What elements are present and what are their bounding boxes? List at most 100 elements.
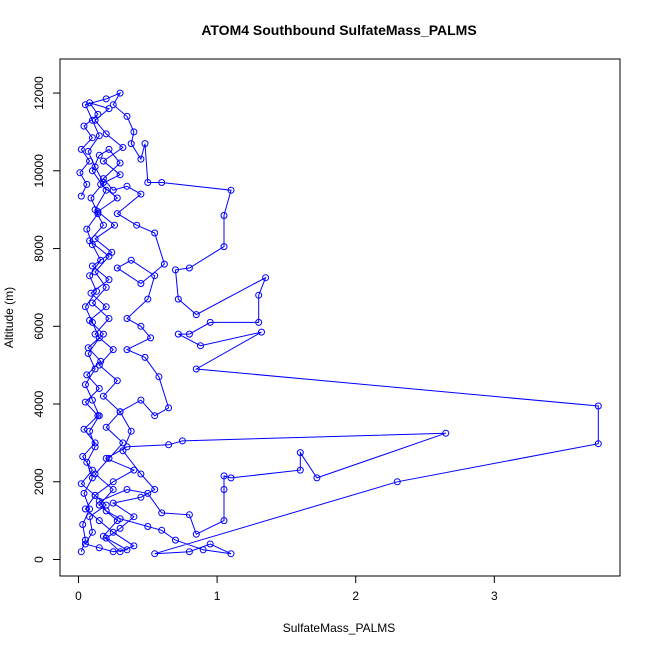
data-point: [155, 373, 163, 381]
data-point: [144, 523, 152, 530]
data-point: [76, 169, 84, 177]
y-axis-label: Altitude (m): [2, 287, 16, 348]
data-point: [95, 361, 103, 369]
data-point: [151, 550, 159, 558]
data-point: [105, 315, 113, 322]
data-point: [220, 517, 228, 525]
data-point: [206, 540, 214, 548]
data-point: [81, 536, 89, 544]
data-point: [99, 221, 107, 229]
data-point: [296, 466, 304, 474]
data-point: [88, 167, 96, 175]
data-point: [116, 548, 124, 556]
data-point: [95, 497, 103, 505]
data-point: [123, 315, 131, 322]
data-point: [91, 491, 99, 499]
data-point: [151, 412, 159, 420]
data-point: [174, 295, 182, 303]
data-point: [83, 458, 91, 466]
data-point: [95, 501, 103, 509]
data-point: [86, 513, 94, 521]
data-point: [83, 371, 91, 379]
data-point: [77, 548, 85, 556]
data-point: [141, 140, 149, 148]
data-point: [97, 180, 105, 188]
data-point: [116, 89, 124, 97]
data-point: [113, 210, 121, 218]
data-point: [102, 423, 110, 431]
data-point: [220, 243, 228, 251]
data-point: [144, 179, 152, 186]
data-point: [95, 517, 103, 525]
data-point: [133, 221, 141, 229]
data-point: [123, 346, 131, 354]
data-point: [88, 134, 96, 142]
data-point: [102, 95, 110, 103]
data-point: [81, 101, 89, 109]
data-point: [130, 128, 138, 136]
data-point: [313, 474, 321, 482]
data-point: [137, 190, 145, 198]
data-point: [95, 151, 103, 159]
data-point: [86, 157, 94, 165]
data-point: [141, 353, 149, 361]
data-point: [83, 180, 91, 188]
data-point: [97, 256, 105, 264]
data-point: [220, 486, 228, 493]
x-tick-label: 0: [75, 589, 82, 603]
data-point: [158, 179, 166, 186]
x-tick-label: 2: [352, 589, 359, 603]
data-point: [192, 365, 200, 373]
y-tick-label: 10000: [32, 154, 46, 188]
data-point: [144, 295, 152, 303]
data-point: [151, 486, 159, 493]
data-point: [83, 225, 91, 233]
data-point: [255, 318, 263, 326]
data-point: [123, 486, 131, 493]
data-point: [86, 505, 94, 513]
data-point: [88, 396, 96, 404]
data-point: [91, 439, 99, 447]
data-point: [172, 266, 179, 274]
data-point: [137, 396, 145, 404]
y-tick-label: 4000: [32, 390, 46, 417]
data-point: [87, 194, 95, 202]
data-point: [94, 412, 102, 420]
series-line: [79, 92, 599, 555]
data-point: [192, 530, 200, 538]
data-point: [192, 311, 200, 319]
data-point: [109, 186, 117, 194]
data-point: [109, 499, 117, 507]
data-point: [172, 536, 179, 544]
data-point: [94, 110, 102, 118]
data-point: [81, 540, 89, 548]
data-point: [137, 322, 145, 330]
data-point: [91, 268, 99, 276]
data-point: [99, 157, 107, 165]
data-point: [130, 513, 138, 521]
data-point: [165, 441, 173, 449]
data-point: [109, 528, 117, 536]
data-point: [151, 229, 159, 237]
y-tick-label: 8000: [32, 235, 46, 262]
data-point: [80, 122, 88, 130]
data-point: [91, 365, 99, 373]
data-point: [220, 212, 228, 219]
data-point: [185, 330, 193, 338]
data-point: [80, 489, 88, 497]
data-point: [227, 474, 235, 482]
data-point: [123, 182, 131, 190]
data-point: [81, 381, 89, 389]
data-point: [91, 330, 99, 338]
data-point: [116, 408, 124, 416]
data-point: [127, 427, 135, 435]
series-layer: [76, 89, 602, 558]
data-point: [113, 264, 121, 272]
data-point: [137, 280, 145, 287]
data-point: [99, 330, 107, 338]
data-point: [393, 478, 401, 486]
data-point: [119, 447, 127, 455]
data-point: [262, 274, 270, 282]
x-axis: 0 1 2 3: [75, 575, 498, 603]
